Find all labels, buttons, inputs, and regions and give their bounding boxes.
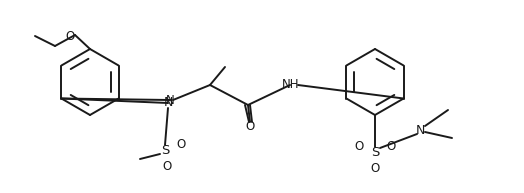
Text: O: O <box>177 137 185 151</box>
Text: S: S <box>371 146 379 158</box>
Text: N: N <box>166 93 174 107</box>
Text: O: O <box>66 30 74 42</box>
Text: S: S <box>161 144 169 157</box>
Text: O: O <box>370 162 379 174</box>
Text: O: O <box>162 159 172 173</box>
Text: O: O <box>245 120 255 134</box>
Text: O: O <box>386 140 396 152</box>
Text: N: N <box>163 96 173 109</box>
Text: O: O <box>354 140 364 152</box>
Text: NH: NH <box>282 79 300 91</box>
Text: N: N <box>416 124 424 136</box>
